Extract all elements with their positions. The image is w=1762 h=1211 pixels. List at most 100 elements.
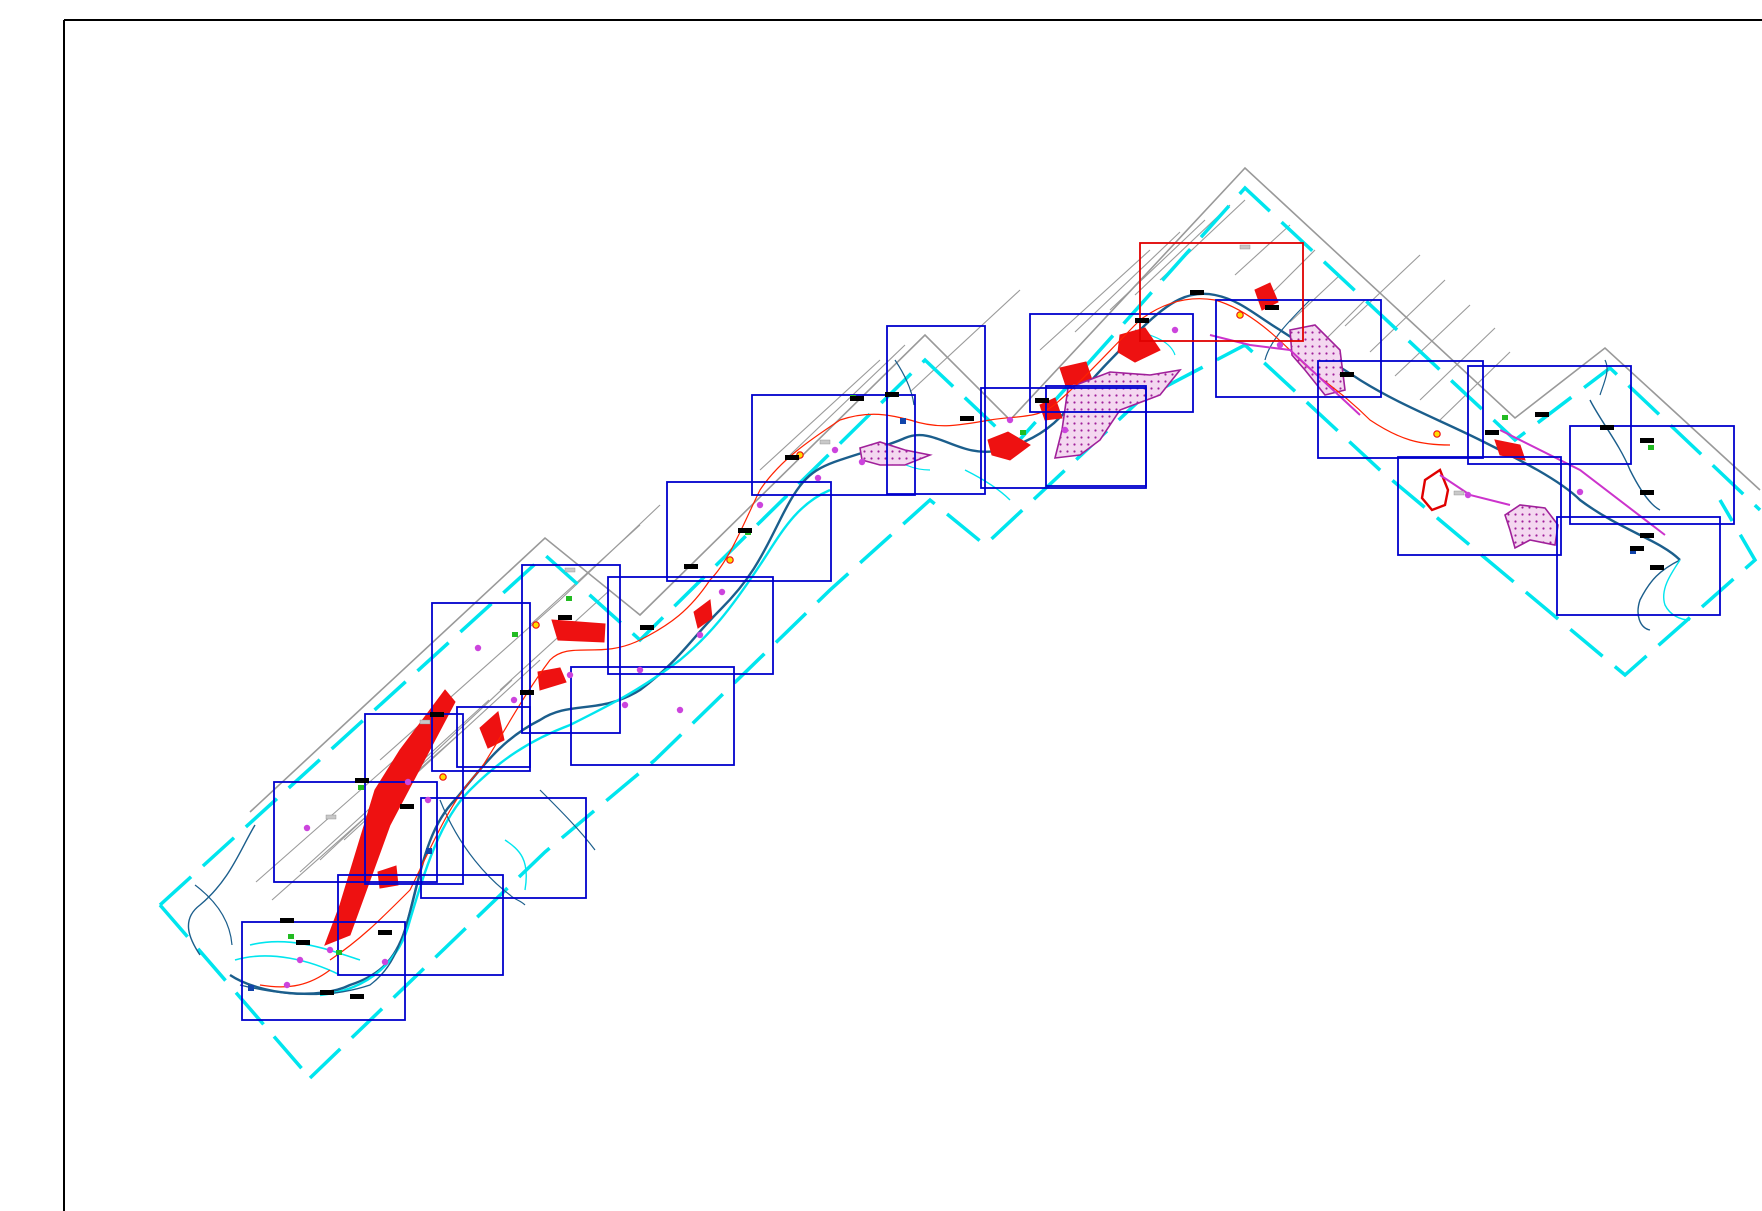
sheet-13 [886,325,986,495]
marker-blue [426,848,432,854]
marker-violet [296,956,304,964]
settlement-long-strip [324,689,456,946]
marker-violet [676,706,684,714]
marker-blue [248,985,254,991]
tributary-9 [1599,359,1608,396]
zone-large [1053,368,1182,459]
route [259,298,1666,988]
marker-violet [696,631,704,639]
marker-violet [283,981,291,989]
settlement-2 [551,619,606,643]
sheet-12 [751,394,916,496]
marker-green [512,632,518,637]
marker-violet [718,588,726,596]
protected-zones [859,324,1559,550]
tributary-6 [964,469,1011,501]
marker-green [358,785,364,790]
sheet-7 [456,706,531,768]
tributary-12 [1264,299,1311,361]
marker-violet [510,696,518,704]
marker-yellow [1433,430,1441,438]
marker-violet [404,778,412,786]
corridor-hatch [255,199,1511,901]
marker-violet [381,958,389,966]
marker-violet [858,458,866,466]
settlement-7 [987,431,1031,461]
marker-violet [814,474,822,482]
settlement-8 [1117,327,1161,363]
settlement-9 [1254,282,1279,311]
corridor-outline-line [249,166,1761,813]
marker-violet [1061,426,1069,434]
highlight-sheet-rect [1139,242,1304,342]
river-channel-2 [239,791,463,996]
frame [63,19,1762,1211]
restricted-outline-zone [1420,468,1450,512]
tributary-1 [187,824,256,956]
tributary-11 [1663,559,1691,621]
sheet-16 [1045,385,1147,487]
tributary-10 [1637,559,1681,631]
marker-green [336,950,342,955]
tributary-5 [504,839,527,891]
marker-yellow [439,773,447,781]
marker-green [1020,430,1026,435]
marker-green [1648,445,1654,450]
sheet-9 [570,666,735,766]
tributary-8 [1589,399,1661,511]
sheet-19 [1397,456,1562,556]
marker-violet [1006,416,1014,424]
marker-violet [303,824,311,832]
tributary-4 [539,789,596,851]
settlement-5 [693,599,713,629]
restricted-outline [1420,468,1450,512]
route-line [259,298,1451,988]
marker-violet [636,666,644,674]
marker-violet [566,671,574,679]
sheet-11 [666,481,832,582]
highlight-sheet [1139,242,1304,342]
settlement-3 [479,711,505,749]
marker-violet [621,701,629,709]
sheet-5 [431,602,531,772]
marker-yellow [726,556,734,564]
corridor-dashed-bottom [308,342,1758,1080]
marker-violet [326,946,334,954]
marker-violet [831,446,839,454]
sheet-18 [1317,360,1484,459]
marker-violet [424,796,432,804]
marker-green [566,596,572,601]
zone-lower-east [1504,504,1559,550]
sheet-boundaries [241,299,1735,1021]
tributary-2 [194,884,233,946]
rivers [187,292,1691,997]
corridor-outline [249,166,1761,813]
zone-west [859,441,933,466]
marker-green [1502,415,1508,420]
marker-violet [474,644,482,652]
settlements [324,282,1526,946]
grey-labels [325,244,1465,820]
corridor-dashed-left [158,903,312,1080]
marker-violet [1576,488,1584,496]
sheet-6 [420,797,587,899]
marker-blue [900,418,906,424]
sheet-15 [1029,313,1194,413]
marker-green [288,934,294,939]
sheet-10 [607,576,774,675]
marker-violet [756,501,764,509]
settlement-11 [1494,439,1526,461]
sheet-21 [1569,425,1735,525]
marker-yellow [1236,311,1244,319]
tributary-13 [894,359,915,406]
sheet-4 [364,713,464,885]
sheet-17 [1215,299,1382,398]
tributary-3 [439,799,526,906]
marker-violet [1464,491,1472,499]
sheet-20 [1467,365,1632,465]
sheet-1 [241,921,406,1021]
markers [248,311,1654,991]
labels [280,290,1664,999]
sheet-22 [1556,516,1721,616]
